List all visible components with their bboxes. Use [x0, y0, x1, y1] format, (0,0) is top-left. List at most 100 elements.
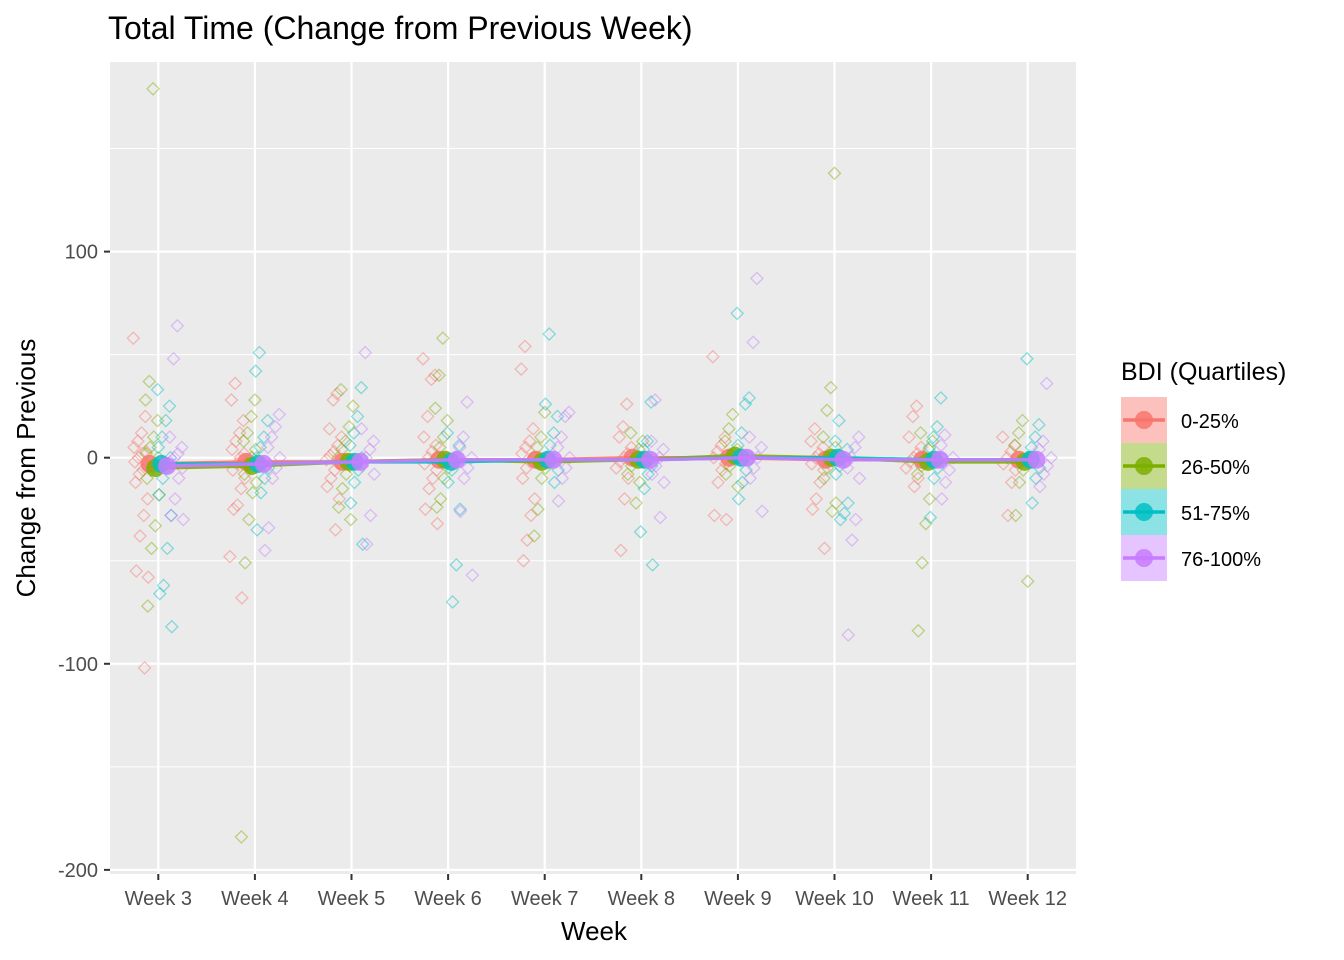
data-point — [852, 471, 867, 486]
data-point — [143, 440, 157, 455]
data-point — [721, 421, 736, 436]
data-point — [234, 481, 249, 496]
mean-point — [447, 450, 466, 469]
data-point — [146, 430, 161, 445]
data-point — [152, 487, 166, 502]
legend: 0-25% 26-50% 51-75% 76-100% — [1121, 397, 1261, 581]
data-point — [923, 510, 938, 525]
data-point — [612, 430, 627, 445]
mean-point — [351, 452, 370, 471]
data-point — [261, 520, 276, 535]
data-point — [332, 491, 347, 506]
data-point — [644, 395, 658, 409]
data-point — [804, 434, 818, 449]
data-point — [522, 434, 537, 449]
mean-point — [930, 450, 949, 469]
data-point — [420, 409, 435, 424]
data-point — [424, 372, 439, 387]
data-point — [550, 409, 565, 424]
data-point — [137, 660, 152, 675]
data-point — [562, 450, 577, 465]
data-point — [457, 471, 472, 486]
data-point — [617, 491, 632, 506]
data-point — [907, 479, 922, 494]
data-point — [937, 428, 952, 442]
data-point — [449, 557, 464, 572]
data-point — [355, 537, 370, 552]
data-point — [542, 327, 557, 341]
data-point — [130, 434, 145, 449]
data-point — [464, 450, 479, 465]
data-point — [755, 504, 770, 519]
data-point — [228, 434, 243, 449]
data-point — [140, 599, 155, 614]
data-point — [845, 533, 859, 548]
data-point — [817, 471, 831, 486]
data-point — [335, 481, 350, 496]
data-point — [170, 318, 185, 333]
legend-label: 76-100% — [1181, 549, 1261, 571]
mean-point — [158, 456, 177, 475]
data-point — [244, 409, 259, 424]
data-point — [922, 491, 937, 506]
data-point — [534, 430, 548, 445]
data-point — [807, 421, 822, 436]
data-point — [1020, 351, 1034, 366]
data-point — [428, 401, 443, 416]
x-tick-label: Week 6 — [414, 888, 481, 910]
data-point — [253, 485, 268, 500]
data-point — [422, 481, 437, 496]
data-point — [809, 491, 824, 506]
data-point — [362, 442, 377, 457]
data-point — [176, 512, 191, 527]
data-point — [249, 475, 264, 490]
data-point — [174, 440, 189, 455]
data-point — [465, 568, 480, 583]
data-point — [902, 430, 917, 445]
data-point — [155, 471, 170, 486]
data-point — [946, 450, 961, 465]
data-point — [714, 438, 729, 453]
data-point — [146, 81, 160, 96]
data-point — [162, 430, 177, 445]
data-point — [429, 500, 444, 515]
data-point — [551, 494, 566, 508]
data-point — [644, 434, 659, 449]
data-point — [363, 508, 378, 523]
data-point — [155, 430, 169, 445]
legend-key-point — [1135, 549, 1153, 567]
data-point — [559, 461, 573, 475]
data-point — [657, 475, 671, 490]
data-point — [825, 504, 840, 519]
data-point — [322, 421, 337, 436]
data-point — [632, 475, 647, 490]
data-point — [754, 440, 769, 455]
data-point — [272, 407, 287, 422]
data-point — [823, 380, 838, 395]
x-tick-label: Week 9 — [704, 888, 771, 910]
mean-point — [1027, 450, 1046, 469]
data-point — [338, 434, 353, 449]
data-point — [837, 506, 852, 521]
data-point — [347, 475, 362, 490]
data-point — [635, 434, 650, 449]
data-point — [436, 430, 451, 445]
data-point — [326, 393, 341, 407]
data-point — [927, 471, 942, 486]
data-point — [518, 440, 533, 455]
data-point — [127, 440, 141, 455]
data-point — [829, 467, 843, 482]
data-point — [833, 512, 848, 527]
data-point — [554, 430, 569, 445]
data-point — [527, 491, 542, 506]
data-point — [343, 438, 357, 453]
data-point — [128, 475, 143, 490]
x-tick-label: Week 8 — [608, 888, 675, 910]
data-point — [820, 403, 834, 418]
data-point — [164, 508, 179, 523]
data-point — [437, 471, 452, 486]
data-point — [743, 471, 758, 486]
data-point — [518, 339, 532, 354]
data-point — [330, 438, 345, 453]
data-point — [324, 471, 338, 486]
